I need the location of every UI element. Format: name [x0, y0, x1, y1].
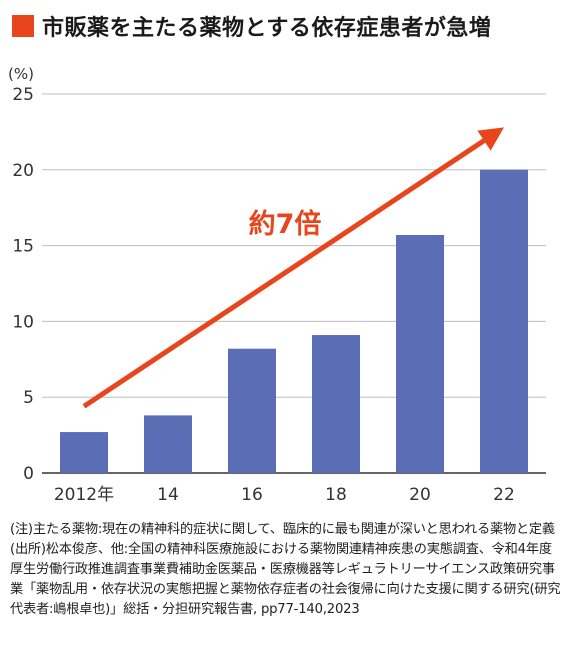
- title-text: 市販薬を主たる薬物とする依存症患者が急増: [42, 16, 492, 41]
- x-tick-label: 2012年: [54, 485, 114, 505]
- chart-title: 市販薬を主たる薬物とする依存症患者が急増: [12, 10, 491, 42]
- bar: [60, 432, 108, 473]
- bar: [312, 335, 360, 473]
- y-unit-label: (%): [8, 65, 34, 83]
- y-tick-label: 0: [23, 464, 34, 484]
- y-tick-label: 20: [12, 161, 34, 181]
- bar: [480, 169, 528, 474]
- x-tick-label: 16: [241, 485, 263, 505]
- x-tick-label: 18: [325, 485, 347, 505]
- x-tick-label: 14: [157, 485, 179, 505]
- bar: [396, 234, 444, 473]
- y-tick-label: 25: [12, 85, 34, 105]
- y-tick-label: 15: [12, 237, 34, 257]
- x-tick-label: 22: [493, 485, 515, 505]
- annotation-label: 約7倍: [249, 208, 322, 240]
- trend-arrow-head: [477, 127, 504, 151]
- bar: [228, 348, 276, 473]
- title-marker: [12, 15, 34, 37]
- y-tick-label: 10: [12, 312, 34, 332]
- trend-arrow-line: [82, 138, 486, 409]
- y-tick-label: 5: [23, 388, 34, 408]
- footnote-text: (注)主たる薬物:現在の精神科的症状に関して、臨床的に最も関連が深いと思われる薬…: [10, 522, 568, 617]
- bar: [144, 415, 192, 473]
- bar-chart: (%) 0 5 10 15 20 25 2012年 14 16 18 20 22 約7倍: [8, 65, 546, 505]
- x-tick-label: 20: [409, 485, 431, 505]
- footnote: (注)主たる薬物:現在の精神科的症状に関して、臨床的に最も関連が深いと思われる薬…: [10, 520, 568, 620]
